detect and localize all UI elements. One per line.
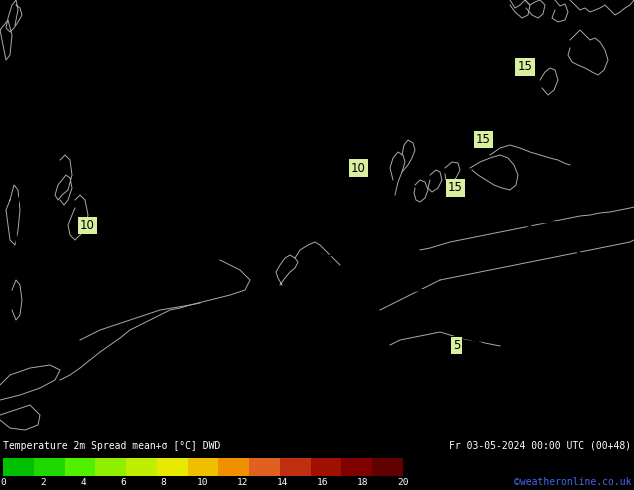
Text: 18: 18 (357, 477, 369, 487)
Bar (34, 458, 65, 476)
Bar (372, 458, 403, 476)
Text: 15: 15 (448, 181, 463, 195)
Text: 0: 0 (0, 477, 6, 487)
Bar (157, 458, 188, 476)
Text: 2: 2 (40, 477, 46, 487)
Text: 10: 10 (197, 477, 209, 487)
Text: Temperature 2m Spread mean+σ [°C] DWD: Temperature 2m Spread mean+σ [°C] DWD (3, 441, 221, 451)
Text: 15: 15 (517, 60, 533, 74)
Text: 10: 10 (351, 162, 366, 174)
Text: Fr 03-05-2024 00:00 UTC (00+48): Fr 03-05-2024 00:00 UTC (00+48) (449, 441, 631, 451)
Text: 5: 5 (453, 339, 460, 352)
Text: 16: 16 (317, 477, 329, 487)
Bar (342, 458, 372, 476)
Text: 10: 10 (80, 219, 95, 232)
Text: 12: 12 (237, 477, 249, 487)
Text: 8: 8 (160, 477, 166, 487)
Text: 20: 20 (398, 477, 409, 487)
Bar (65, 458, 95, 476)
Text: ©weatheronline.co.uk: ©weatheronline.co.uk (514, 477, 631, 487)
Text: 4: 4 (80, 477, 86, 487)
Bar (188, 458, 218, 476)
Bar (95, 458, 126, 476)
Bar (3, 458, 34, 476)
Text: 14: 14 (277, 477, 288, 487)
Bar (280, 458, 311, 476)
Bar (311, 458, 342, 476)
Text: 6: 6 (120, 477, 126, 487)
Text: 15: 15 (476, 133, 491, 146)
Bar (218, 458, 249, 476)
Bar (126, 458, 157, 476)
Bar (249, 458, 280, 476)
